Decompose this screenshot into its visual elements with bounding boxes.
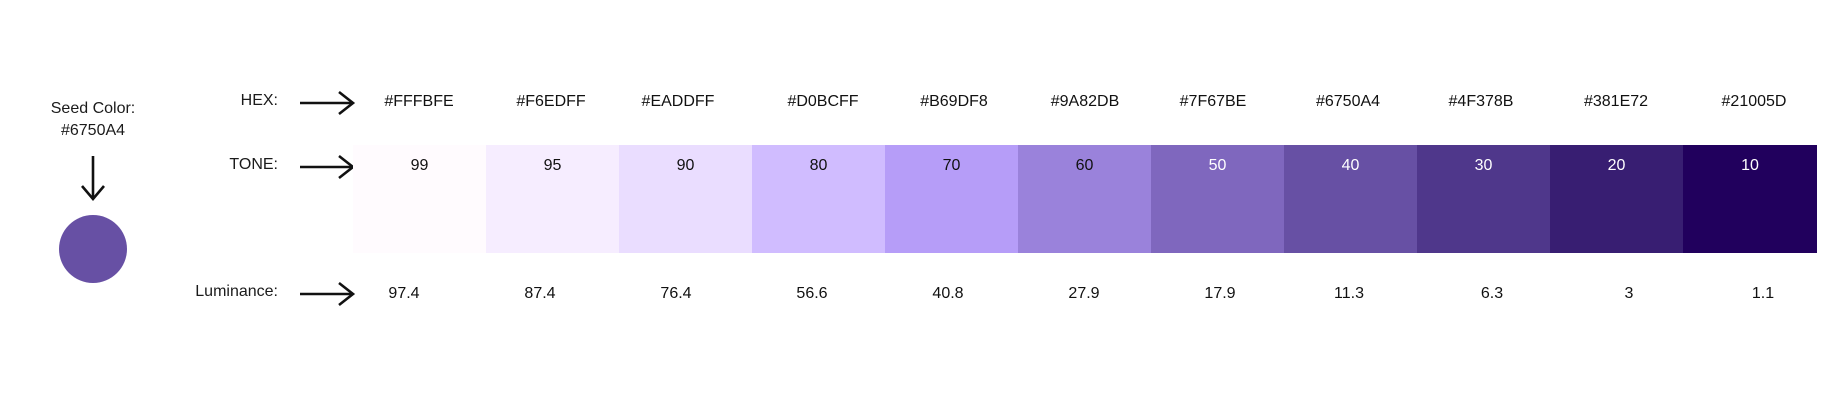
- hex-value: #EADDFF: [641, 93, 715, 110]
- arrow-right-icon: [300, 281, 356, 307]
- luminance-value: 11.3: [1334, 285, 1364, 302]
- hex-value: #F6EDFF: [516, 93, 586, 110]
- hex-row-label: HEX:: [240, 92, 278, 109]
- hex-value: #B69DF8: [920, 93, 988, 110]
- arrow-down-icon: [81, 156, 105, 202]
- arrow-right-icon: [300, 154, 356, 180]
- tone-swatch: 99: [353, 145, 486, 253]
- tone-swatch: 95: [486, 145, 619, 253]
- luminance-value: 27.9: [1068, 285, 1100, 302]
- tone-value: 40: [1341, 157, 1360, 174]
- luminance-value: 1.1: [1751, 285, 1775, 302]
- tone-value: 95: [543, 157, 562, 174]
- luminance-value: 97.4: [388, 285, 420, 302]
- luminance-value: 76.4: [660, 285, 692, 302]
- tone-value: 20: [1607, 157, 1626, 174]
- tone-swatch: 20: [1550, 145, 1683, 253]
- luminance-value: 56.6: [796, 285, 828, 302]
- tone-value: 70: [942, 157, 961, 174]
- tone-value: 99: [410, 157, 429, 174]
- hex-value: #7F67BE: [1179, 93, 1247, 110]
- tone-swatch: 90: [619, 145, 752, 253]
- hex-value: #381E72: [1583, 93, 1649, 110]
- luminance-value: 40.8: [932, 285, 964, 302]
- hex-value: #21005D: [1721, 93, 1787, 110]
- seed-color-hex: #6750A4: [60, 122, 126, 139]
- luminance-value: 87.4: [524, 285, 556, 302]
- tone-value: 30: [1474, 157, 1493, 174]
- tone-value: 50: [1208, 157, 1227, 174]
- luminance-value: 17.9: [1204, 285, 1236, 302]
- tone-row-label: TONE:: [229, 156, 278, 173]
- tone-swatch: 60: [1018, 145, 1151, 253]
- tone-value: 60: [1075, 157, 1094, 174]
- tone-swatch: 40: [1284, 145, 1417, 253]
- tone-swatch: 30: [1417, 145, 1550, 253]
- luminance-row-label: Luminance:: [195, 283, 278, 300]
- arrow-right-icon: [300, 90, 356, 116]
- luminance-value: 3: [1624, 285, 1634, 302]
- hex-value: #4F378B: [1448, 93, 1514, 110]
- luminance-value: 6.3: [1480, 285, 1504, 302]
- seed-color-swatch: [59, 215, 127, 283]
- tone-value: 10: [1741, 157, 1759, 174]
- seed-color-block: Seed Color: #6750A4: [40, 98, 146, 283]
- hex-value: #6750A4: [1315, 93, 1381, 110]
- tone-swatch: 10: [1683, 145, 1817, 253]
- hex-value: #D0BCFF: [787, 93, 859, 110]
- tone-value: 90: [676, 157, 695, 174]
- seed-color-title: Seed Color:: [50, 100, 136, 117]
- hex-value: #FFFBFE: [384, 93, 454, 110]
- tone-swatch: 80: [752, 145, 885, 253]
- tone-swatch: 50: [1151, 145, 1284, 253]
- hex-value: #9A82DB: [1050, 93, 1120, 110]
- tone-swatch: 70: [885, 145, 1018, 253]
- tone-value: 80: [809, 157, 828, 174]
